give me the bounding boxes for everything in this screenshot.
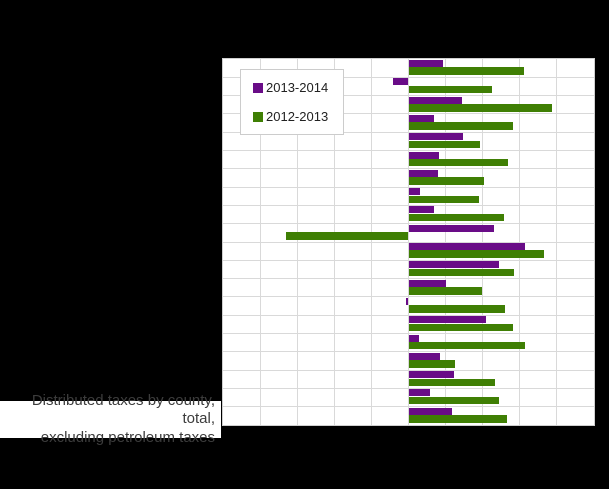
bar-2013-2014-row-1[interactable] [408,60,443,67]
legend-swatch-icon [253,111,263,122]
bar-2012-2013-row-4[interactable] [408,122,514,130]
bar-2013-2014-row-19[interactable] [408,389,431,397]
legend: 2013-2014 2012-2013 [240,69,344,135]
bar-2012-2013-row-15[interactable] [408,323,514,332]
horizontal-gridline [223,76,594,78]
bar-2013-2014-row-8[interactable] [408,188,420,196]
footnote-line-1: Distributed taxes by county, total, [31,391,215,428]
footnote-label: Distributed taxes by county, total, excl… [0,392,221,446]
horizontal-gridline [223,168,594,170]
bar-2013-2014-row-13[interactable] [408,279,446,287]
bar-2012-2013-row-10[interactable] [286,232,409,240]
horizontal-gridline [223,186,594,188]
bar-2012-2013-row-9[interactable] [408,213,504,222]
bar-2012-2013-row-7[interactable] [408,177,485,185]
bar-2012-2013-row-19[interactable] [408,396,499,405]
bar-2013-2014-row-4[interactable] [408,114,435,122]
horizontal-gridline [223,278,594,280]
bar-2012-2013-row-6[interactable] [408,158,509,167]
bar-2012-2013-row-20[interactable] [408,415,507,423]
bar-2012-2013-row-2[interactable] [408,85,492,94]
bar-2013-2014-row-14[interactable] [405,297,409,305]
horizontal-gridline [223,314,594,316]
horizontal-gridline [223,333,594,334]
bar-2013-2014-row-17[interactable] [408,352,441,360]
bar-2012-2013-row-17[interactable] [408,360,455,368]
legend-item-2012-2013[interactable]: 2012-2013 [253,108,343,125]
horizontal-gridline [223,296,594,298]
footnote-line-2: excluding petroleum taxes [40,428,215,446]
plot-area: 2013-2014 2012-2013 [222,58,595,426]
bar-2012-2013-row-12[interactable] [408,268,514,277]
legend-swatch-icon [253,82,263,93]
bar-2013-2014-row-18[interactable] [408,371,454,379]
bar-2013-2014-row-12[interactable] [408,261,499,269]
horizontal-gridline [223,223,594,225]
bar-2013-2014-row-9[interactable] [408,206,434,214]
bar-2013-2014-row-10[interactable] [408,224,494,232]
legend-item-2013-2014[interactable]: 2013-2014 [253,79,343,96]
bar-2013-2014-row-7[interactable] [408,169,439,177]
bar-2012-2013-row-16[interactable] [408,341,526,350]
bar-2013-2014-row-11[interactable] [408,243,525,250]
bar-2013-2014-row-20[interactable] [408,407,452,415]
bar-2012-2013-row-8[interactable] [408,195,479,204]
bar-2013-2014-row-15[interactable] [408,316,487,324]
horizontal-gridline [223,241,594,243]
bar-2012-2013-row-14[interactable] [408,305,505,313]
bar-2012-2013-row-3[interactable] [408,104,552,112]
horizontal-gridline [223,351,594,353]
legend-label: 2012-2013 [266,109,329,124]
horizontal-gridline [223,95,594,97]
bar-2013-2014-row-2[interactable] [393,78,409,86]
bar-2012-2013-row-18[interactable] [408,378,495,387]
horizontal-gridline [223,406,594,408]
horizontal-gridline [223,387,594,389]
bar-2013-2014-row-5[interactable] [408,133,464,141]
bar-2013-2014-row-3[interactable] [408,96,462,104]
horizontal-gridline [223,150,594,151]
horizontal-gridline [223,113,594,115]
bar-2012-2013-row-13[interactable] [408,287,482,295]
bar-2012-2013-row-5[interactable] [408,140,480,149]
bar-2013-2014-row-6[interactable] [408,151,439,159]
horizontal-gridline [223,131,594,133]
bar-2012-2013-row-1[interactable] [408,67,524,75]
horizontal-gridline [223,259,594,261]
legend-label: 2013-2014 [266,80,329,95]
bar-2012-2013-row-11[interactable] [408,250,544,258]
horizontal-gridline [223,204,594,206]
bar-2013-2014-row-16[interactable] [408,334,420,342]
horizontal-gridline [223,369,594,371]
